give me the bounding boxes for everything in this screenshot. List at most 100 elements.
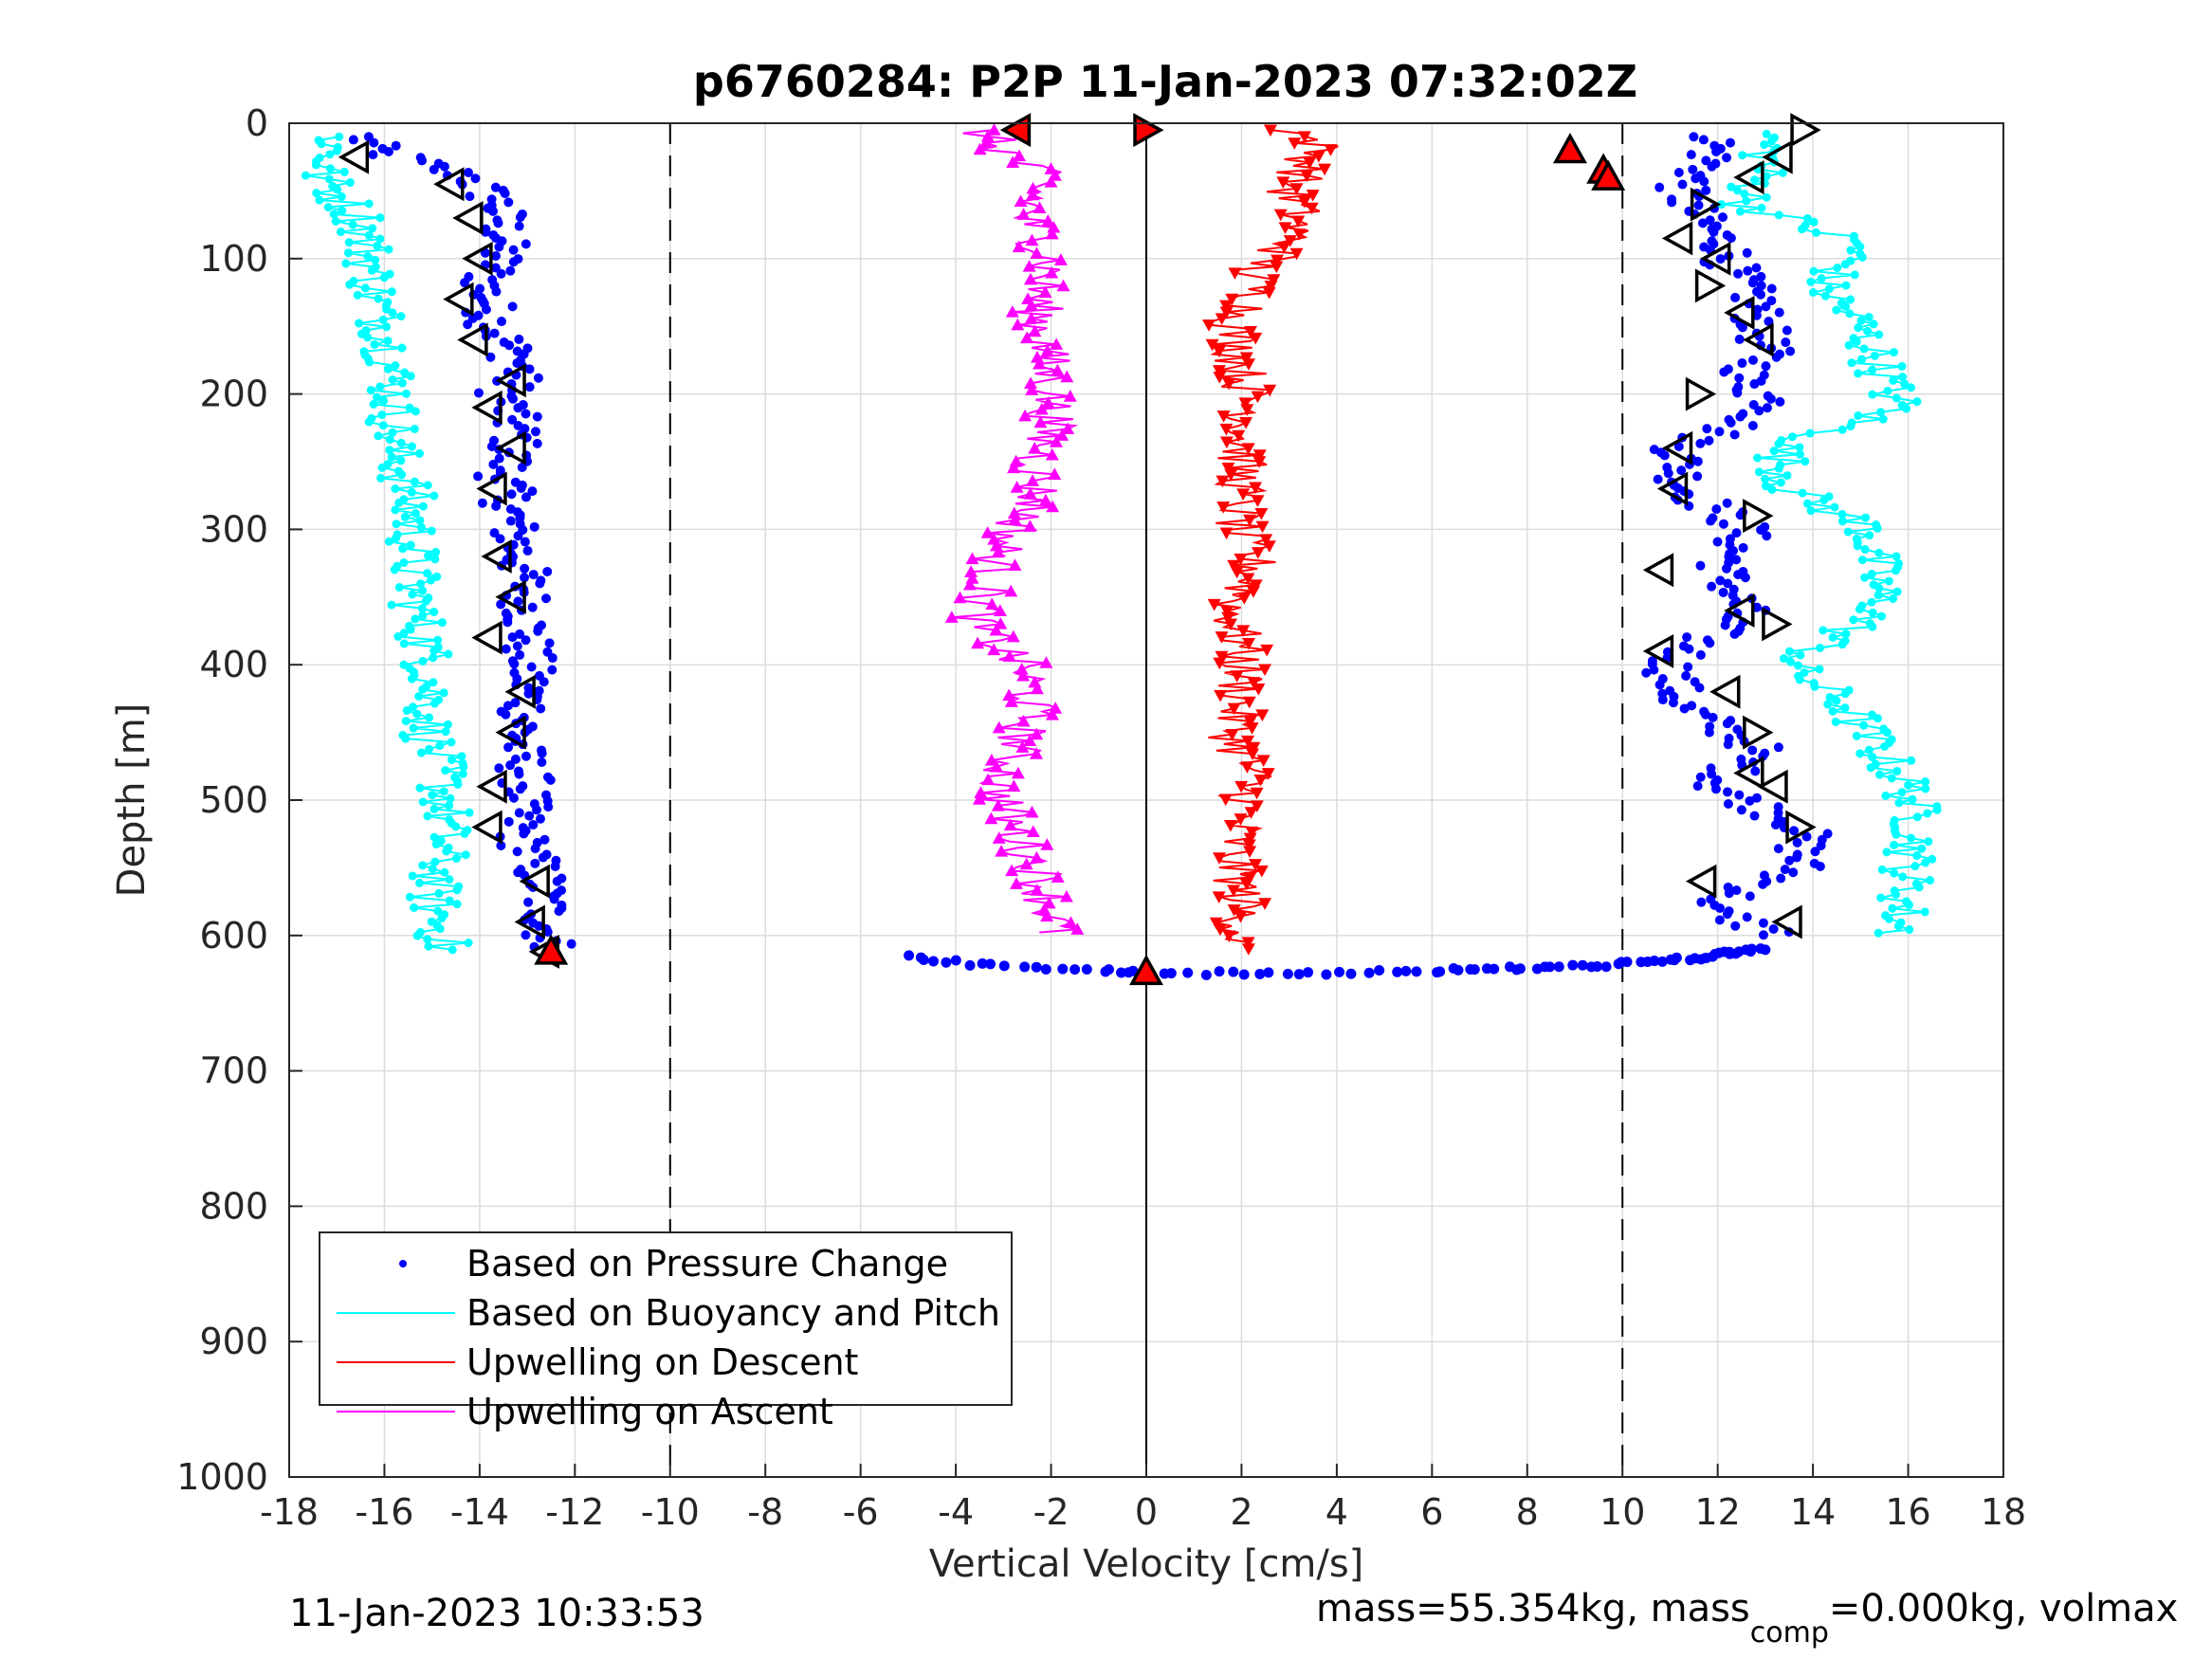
buoyancy-point (430, 699, 439, 708)
ascent-point (1006, 629, 1020, 643)
pressure-point (520, 563, 530, 574)
pressure-point (1709, 948, 1721, 959)
buoyancy-point (437, 618, 447, 628)
pressure-point (1707, 161, 1717, 172)
descent-point (1241, 443, 1255, 456)
buoyancy-point (401, 389, 411, 398)
pressure-point (1663, 468, 1673, 479)
descent-point (1243, 514, 1257, 527)
pressure-point (510, 698, 521, 708)
descent-point (1223, 819, 1237, 832)
pressure-point (1737, 322, 1747, 333)
pressure-point (509, 659, 520, 669)
descent-point (1258, 898, 1272, 910)
pressure-point (496, 317, 506, 327)
buoyancy-point (399, 558, 409, 568)
pressure-point (1789, 826, 1800, 836)
descent-point (1236, 488, 1251, 501)
descent-point (1224, 468, 1238, 482)
descent-point (1291, 215, 1306, 228)
descent-point (1218, 793, 1233, 807)
ascent-point (1005, 305, 1019, 318)
descent-point (1318, 163, 1332, 176)
buoyancy-point (1874, 548, 1884, 557)
x-tick-label: 0 (1135, 1491, 1158, 1533)
tick-labels: -18 -16 -14 -12 -10 -8 -6 -4 -2 0 2 4 6 8 10 12 14 16 18 0 1… (176, 102, 2026, 1533)
pressure-point (491, 501, 502, 511)
buoyancy-point (1830, 502, 1839, 512)
ascent-point (974, 786, 988, 798)
buoyancy-point (1809, 266, 1819, 276)
pressure-point (1069, 964, 1081, 975)
buoyancy-point (378, 315, 388, 324)
buoyancy-point (1806, 506, 1816, 516)
ascent-point (1030, 682, 1044, 695)
pressure-point (529, 521, 539, 532)
pressure-point (1731, 885, 1742, 896)
ascent-point (1007, 461, 1021, 474)
buoyancy-point (1832, 696, 1841, 705)
descent-point (1212, 365, 1226, 377)
descent-point (1249, 482, 1263, 495)
buoyancy-point (329, 210, 338, 219)
descent-point (1289, 247, 1304, 261)
open-triangle-marker (338, 139, 370, 174)
pressure-point (490, 182, 501, 192)
buoyancy-point (1823, 700, 1833, 709)
mass-text-1: mass=55.354kg, mass (1316, 1587, 1750, 1631)
buoyancy-point (430, 832, 439, 842)
buoyancy-point (1754, 467, 1764, 477)
descent-point (1242, 638, 1256, 650)
descent-point (1263, 124, 1277, 137)
pressure-point (1363, 967, 1375, 978)
pressure-point (547, 653, 558, 664)
ascent-point (1048, 467, 1062, 481)
pressure-point (530, 858, 540, 868)
buoyancy-point (1846, 246, 1856, 255)
buoyancy-point (448, 945, 457, 955)
descent-point (1239, 352, 1253, 365)
buoyancy-point (1761, 474, 1770, 483)
x-tick-label: 18 (1981, 1491, 2026, 1533)
buoyancy-point (1861, 513, 1871, 522)
pressure-point (1553, 961, 1564, 973)
buoyancy-point (1817, 274, 1826, 283)
pressure-point (1791, 852, 1801, 863)
buoyancy-point (353, 290, 362, 300)
buoyancy-point (1798, 488, 1807, 498)
pressure-point (532, 438, 542, 448)
buoyancy-point (1891, 889, 1900, 899)
pressure-point (523, 688, 534, 699)
buoyancy-point (1882, 728, 1892, 738)
pressure-point (1740, 573, 1750, 583)
buoyancy-point (418, 861, 428, 870)
descent-point (1241, 735, 1255, 748)
ascent-point (1040, 838, 1054, 850)
buoyancy-point (445, 875, 454, 884)
buoyancy-point (384, 245, 393, 254)
descent-point (1247, 741, 1261, 755)
buoyancy-point (1845, 309, 1855, 319)
pressure-point (1822, 829, 1833, 839)
x-tick-label: 12 (1694, 1491, 1740, 1533)
buoyancy-point (1874, 330, 1884, 339)
pressure-point (1667, 197, 1677, 208)
buoyancy-point (1898, 872, 1908, 882)
open-triangle-marker (481, 538, 512, 574)
pressure-point (486, 442, 497, 452)
descent-point (1283, 235, 1297, 247)
ascent-point (1023, 734, 1037, 747)
buoyancy-point (1859, 344, 1869, 354)
pressure-point (526, 662, 537, 672)
pressure-point (1815, 861, 1825, 871)
descent-point (1251, 547, 1265, 559)
pressure-point (417, 155, 428, 166)
buoyancy-point (417, 604, 427, 613)
x-tick-label: -10 (641, 1491, 700, 1533)
descent-point (1262, 540, 1276, 553)
descent-point (1273, 209, 1288, 222)
buoyancy-point (1877, 865, 1887, 874)
pressure-point (506, 489, 517, 500)
buoyancy-point (391, 484, 400, 494)
open-triangle-marker (495, 579, 526, 614)
